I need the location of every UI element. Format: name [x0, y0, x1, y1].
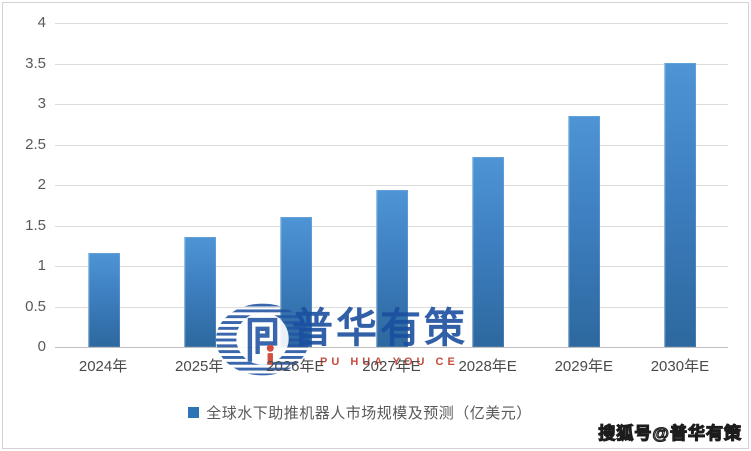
y-tick-label: 0.5 — [25, 297, 46, 315]
legend-label: 全球水下助推机器人市场规模及预测（亿美元） — [206, 405, 532, 422]
bar-2026年E — [279, 217, 312, 347]
bar-2024年 — [87, 253, 120, 347]
y-tick-label: 0 — [37, 338, 46, 355]
bar-2025年 — [183, 236, 216, 347]
y-tick-label: 3.5 — [25, 54, 46, 72]
x-tick-label: 2025年 — [175, 358, 224, 375]
x-tick-label: 2026年E — [266, 358, 325, 375]
gridline — [55, 104, 728, 105]
puhua-striped-globe-p-icon — [215, 303, 310, 376]
bar-2027年E — [376, 189, 408, 347]
x-tick-label: 2027年E — [362, 358, 421, 375]
x-tick-label: 2028年E — [458, 358, 517, 375]
y-tick-label: 1 — [37, 257, 46, 274]
x-tick-label: 2030年E — [650, 358, 710, 375]
y-tick-label: 2 — [37, 176, 46, 193]
gridline — [55, 144, 728, 146]
y-tick-label: 4 — [37, 14, 46, 31]
bar-2028年E — [472, 157, 505, 347]
gridline — [55, 23, 728, 24]
x-axis-line — [55, 347, 728, 348]
watermark-brand-subtext: PU HUA YOU CE — [320, 356, 459, 368]
gridline — [55, 63, 728, 65]
sohu-account-watermark: 搜狐号@普华有策 — [598, 423, 742, 443]
bar-2030年E — [664, 62, 697, 347]
gridline — [55, 185, 728, 186]
y-tick-label: 3 — [37, 95, 46, 112]
legend-marker-square — [188, 407, 200, 418]
legend: 全球水下助推机器人市场规模及预测（亿美元） — [0, 402, 720, 423]
y-tick-label: 2.5 — [25, 135, 46, 153]
x-tick-label: 2024年 — [78, 358, 128, 375]
watermark-brand-text: 普华有策 — [292, 305, 468, 351]
bar-2029年E — [568, 116, 601, 347]
x-tick-label: 2029年E — [554, 358, 613, 375]
y-tick-label: 1.5 — [25, 216, 46, 234]
